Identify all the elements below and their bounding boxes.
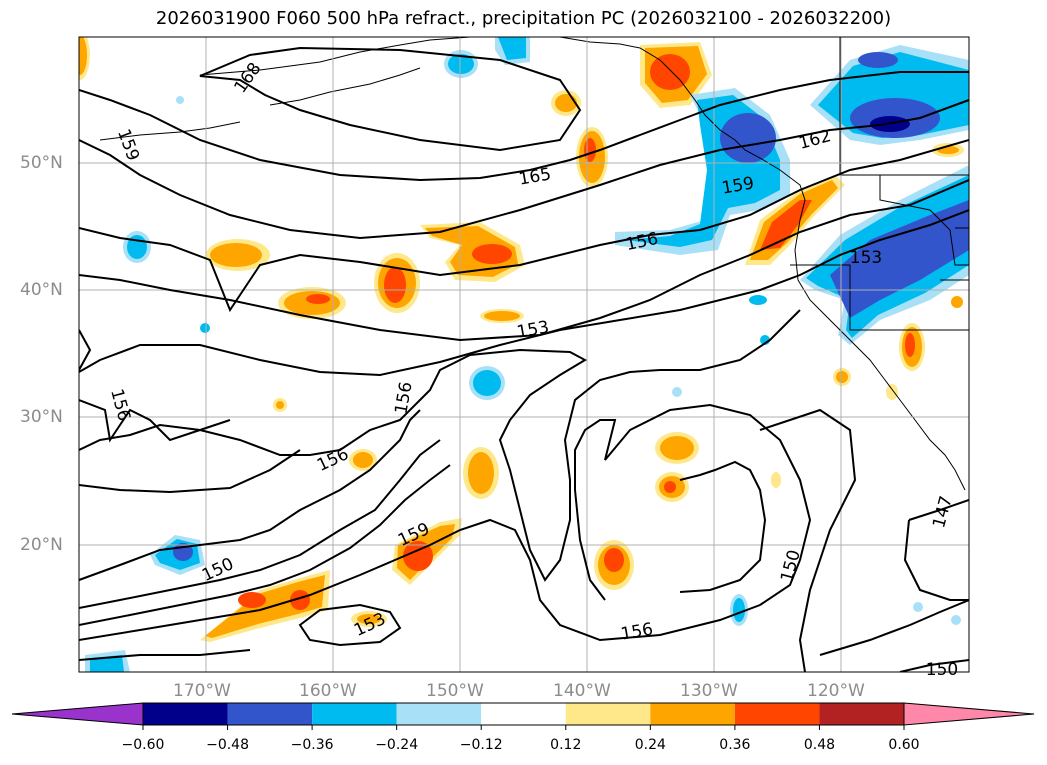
lon-label-160w: 160°W [299, 681, 357, 701]
coastlines [99, 37, 969, 491]
colorbar-tick-label: −0.12 [459, 737, 503, 753]
graticule [79, 37, 969, 672]
colorbar-segment [481, 703, 566, 725]
colorbar-extend-high [903, 702, 1035, 726]
colorbar-segment [143, 703, 228, 725]
lon-label-170w: 170°W [173, 681, 231, 701]
colorbar-tick-label: −0.24 [375, 737, 419, 753]
colorbar-extend-low [11, 702, 144, 726]
colorbar-tick-label: 0.36 [719, 737, 751, 753]
lat-label-20n: 20°N [20, 535, 63, 555]
colorbar-segment [396, 703, 482, 725]
map-title: 2026031900 F060 500 hPa refract., precip… [155, 8, 892, 29]
lat-label-30n: 30°N [20, 407, 63, 427]
colorbar-segment [312, 703, 397, 725]
colorbar-tick-label: −0.60 [121, 737, 165, 753]
colorbar [11, 702, 1035, 730]
lon-label-120w: 120°W [807, 681, 865, 701]
colorbar-tick-label: 0.24 [634, 737, 666, 753]
contour-label: 153 [850, 248, 882, 268]
colorbar-segment [734, 703, 820, 725]
colorbar-tick-label: 0.60 [888, 737, 920, 753]
colorbar-segment [565, 703, 651, 725]
colorbar-tick-label: −0.48 [206, 737, 249, 753]
lat-label-40n: 40°N [20, 280, 63, 300]
lon-label-140w: 140°W [553, 681, 611, 701]
contour-label: 150 [926, 660, 958, 680]
lat-label-50n: 50°N [20, 153, 63, 173]
colorbar-segment [819, 703, 904, 725]
colorbar-tick-label: 0.12 [550, 737, 582, 753]
refractivity-contours [79, 46, 969, 672]
lon-label-130w: 130°W [680, 681, 738, 701]
colorbar-tick-label: −0.36 [290, 737, 334, 753]
plot-area [79, 37, 969, 672]
colorbar-tick-label: 0.48 [803, 737, 836, 753]
plot-border [78, 36, 970, 673]
colorbar-segment [227, 703, 313, 725]
negative-anomaly-shading [85, 37, 969, 672]
colorbar-segment [650, 703, 735, 725]
lon-label-150w: 150°W [426, 681, 484, 701]
